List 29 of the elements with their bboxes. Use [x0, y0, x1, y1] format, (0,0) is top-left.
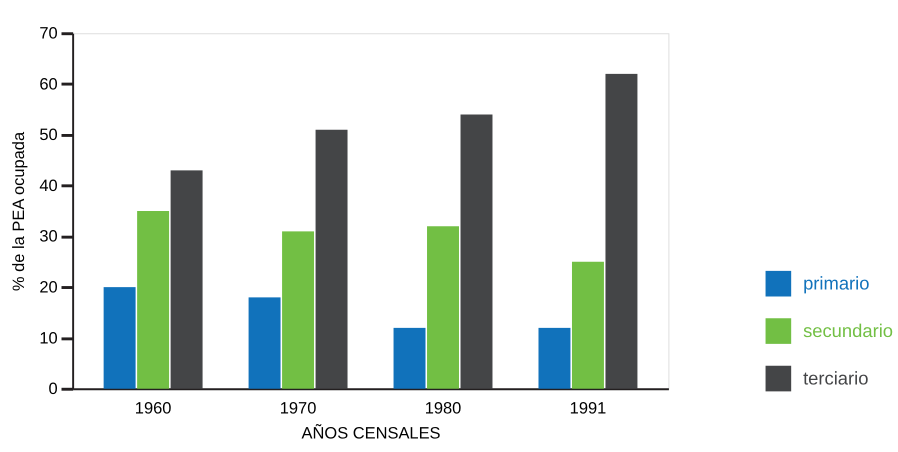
legend-label: secundario: [803, 320, 894, 341]
y-tick-label: 10: [39, 329, 58, 348]
y-tick-label: 0: [48, 380, 58, 398]
bar: [605, 74, 638, 389]
bar: [170, 170, 203, 389]
bar: [316, 130, 348, 389]
y-tick-label: 30: [39, 228, 58, 246]
y-tick-label: 50: [39, 126, 58, 144]
bar: [572, 262, 604, 389]
bar: [248, 297, 281, 389]
x-tick-label: 1991: [570, 399, 606, 418]
y-tick-label: 70: [39, 24, 58, 43]
bar: [104, 287, 136, 389]
y-tick-label: 40: [39, 176, 58, 195]
bar: [394, 328, 426, 389]
legend-label: primario: [803, 272, 870, 294]
y-tick-label: 60: [39, 75, 58, 94]
legend-label: terciario: [803, 367, 868, 388]
x-tick-label: 1980: [424, 399, 462, 418]
y-tick-label: 20: [39, 278, 58, 297]
bar: [538, 328, 570, 389]
bar: [427, 226, 459, 389]
x-axis-title: AÑOS CENSALES: [302, 424, 441, 443]
x-tick-label: 1970: [280, 399, 316, 418]
y-axis-title: % de la PEA ocupada: [10, 131, 28, 292]
x-tick-label: 1960: [134, 399, 172, 418]
bar: [460, 114, 492, 389]
bar: [282, 231, 314, 389]
bar: [137, 211, 170, 389]
